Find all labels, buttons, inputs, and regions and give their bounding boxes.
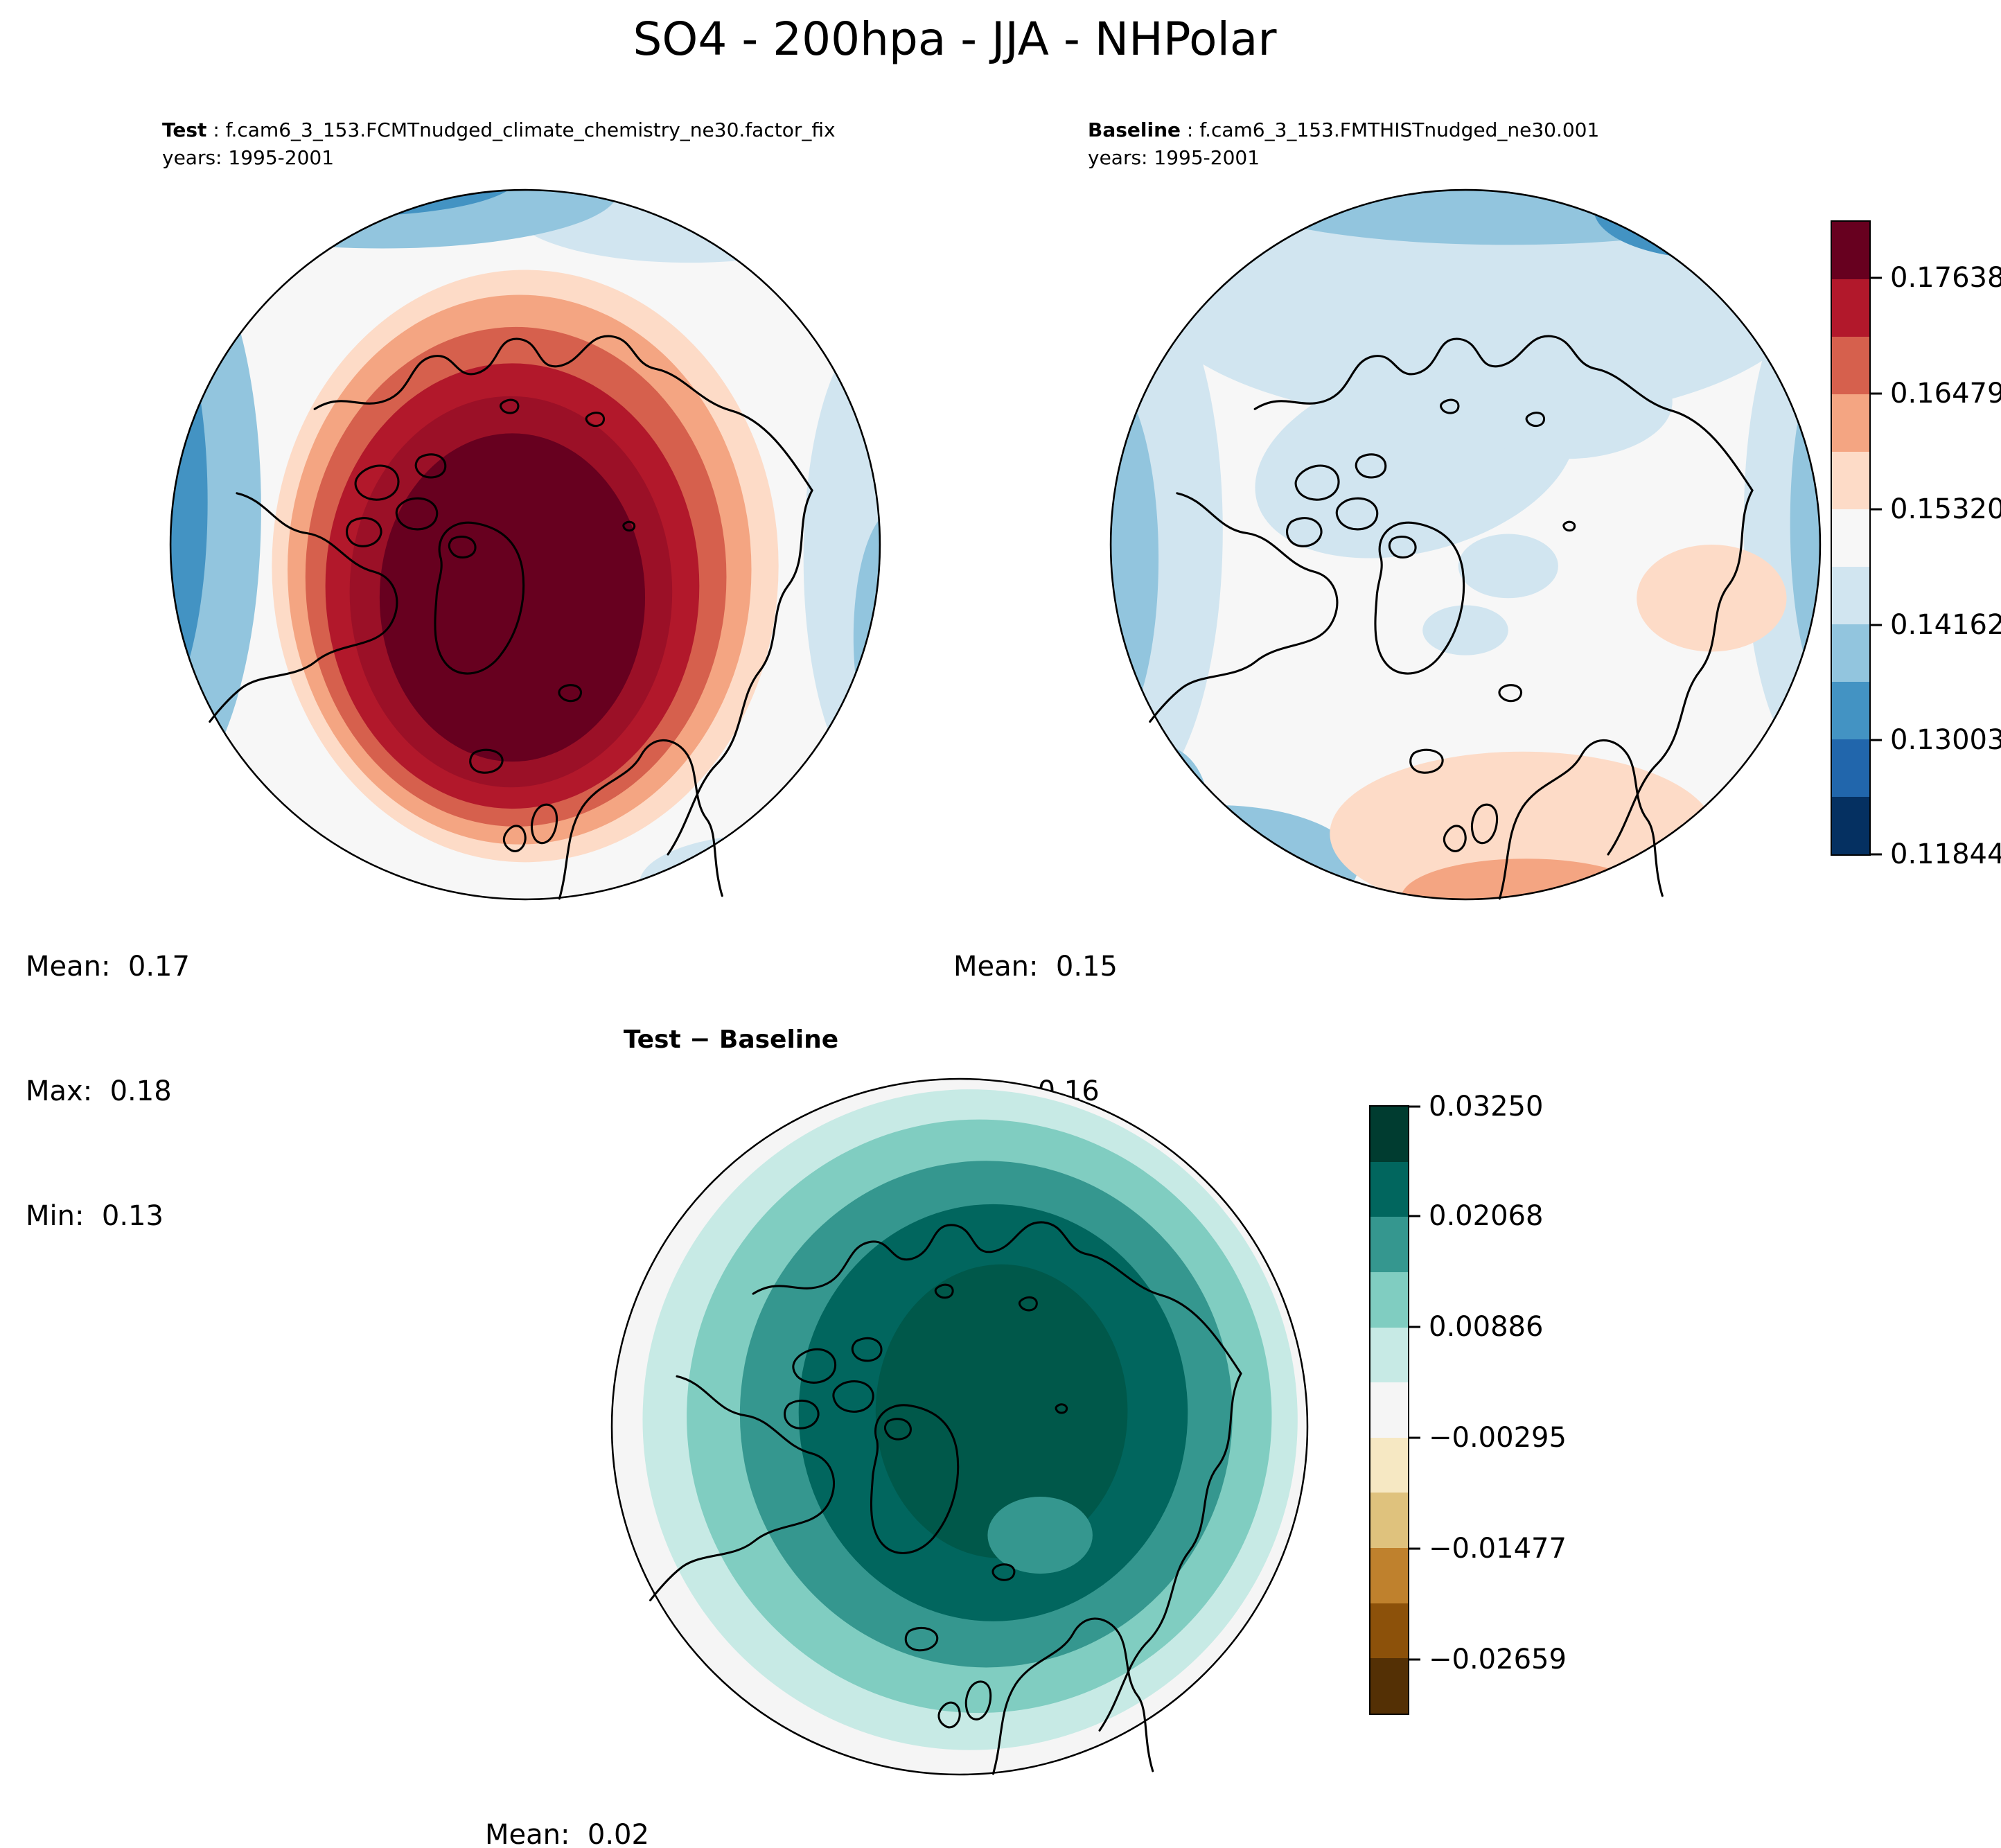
test-panel-header: Test : f.cam6_3_153.FCMTnudged_climate_c… xyxy=(162,116,836,172)
map-boundary xyxy=(610,1077,1309,1776)
colorbar-tick xyxy=(1871,276,1882,279)
colorbar-tick xyxy=(1409,1105,1420,1108)
diff-map xyxy=(610,1077,1309,1776)
baseline-contour-fills xyxy=(1111,190,1820,899)
colorbar-tick-label: 0.11844 xyxy=(1890,838,2001,870)
baseline-panel-header: Baseline : f.cam6_3_153.FMTHISTnudged_ne… xyxy=(1088,116,1599,172)
colorbar-band xyxy=(1832,452,1869,509)
colorbar-band xyxy=(1832,739,1869,797)
diff-panel-title: Test − Baseline xyxy=(623,1026,839,1054)
baseline-run-name: : f.cam6_3_153.FMTHISTnudged_ne30.001 xyxy=(1181,118,1600,141)
colorbar-tick xyxy=(1871,508,1882,511)
colorbar-tick xyxy=(1871,624,1882,626)
map-boundary xyxy=(169,188,881,901)
test-map xyxy=(169,188,881,901)
colorbar-tick-label: −0.00295 xyxy=(1429,1422,1567,1454)
test-stat-min: Min: 0.13 xyxy=(26,1200,164,1232)
colorbar-tick-label: 0.03250 xyxy=(1429,1091,1544,1123)
colorbar-tick-label: 0.16479 xyxy=(1890,378,2001,410)
baseline-run-line: Baseline : f.cam6_3_153.FMTHISTnudged_ne… xyxy=(1088,116,1599,144)
test-stat-mean: Mean: 0.17 xyxy=(26,951,190,983)
colorbar-band xyxy=(1370,1161,1408,1217)
diff-colorbar-gradient xyxy=(1369,1105,1409,1715)
colorbar-band xyxy=(1370,1327,1408,1383)
colorbar-tick-label: 0.17638 xyxy=(1890,262,2001,294)
colorbar-tick xyxy=(1871,739,1882,741)
colorbar-band xyxy=(1370,1658,1408,1714)
colorbar-tick-label: −0.01477 xyxy=(1429,1533,1567,1565)
colorbar-band xyxy=(1832,394,1869,452)
diff-stats: Mean: 0.02 Max: 0.03 Min: -0.00 xyxy=(485,1731,649,1848)
diff-stat-mean: Mean: 0.02 xyxy=(485,1819,649,1848)
colorbar-band xyxy=(1832,279,1869,337)
colorbar-band xyxy=(1832,624,1869,682)
diff-contour-fills xyxy=(612,1079,1307,1775)
map-boundary xyxy=(1109,188,1822,901)
colorbar-tick-label: 0.15320 xyxy=(1890,493,2001,525)
colorbar-band xyxy=(1370,1603,1408,1659)
colorbar-band xyxy=(1370,1437,1408,1493)
colorbar-band xyxy=(1370,1548,1408,1603)
colorbar-band xyxy=(1370,1493,1408,1549)
main-colorbar-gradient xyxy=(1831,220,1871,856)
colorbar-tick xyxy=(1409,1436,1420,1439)
colorbar-band xyxy=(1370,1382,1408,1438)
colorbar-tick-label: 0.00886 xyxy=(1429,1311,1544,1343)
colorbar-tick xyxy=(1409,1215,1420,1217)
test-label: Test xyxy=(162,118,207,141)
colorbar-band xyxy=(1832,509,1869,567)
test-years: years: 1995-2001 xyxy=(162,146,335,169)
colorbar-band xyxy=(1370,1217,1408,1272)
page-title: SO4 - 200hpa - JJA - NHPolar xyxy=(633,12,1277,66)
test-run-name: : f.cam6_3_153.FCMTnudged_climate_chemis… xyxy=(206,118,836,141)
baseline-label: Baseline xyxy=(1088,118,1181,141)
baseline-map xyxy=(1109,188,1822,901)
colorbar-tick xyxy=(1871,853,1882,856)
colorbar-band xyxy=(1370,1271,1408,1328)
colorbar-band xyxy=(1832,337,1869,394)
test-stat-max: Max: 0.18 xyxy=(26,1075,172,1107)
baseline-stat-mean: Mean: 0.15 xyxy=(953,951,1118,983)
colorbar-tick xyxy=(1871,392,1882,395)
colorbar-band xyxy=(1832,567,1869,624)
colorbar-tick xyxy=(1409,1326,1420,1328)
main-colorbar: 0.17638 0.16479 0.15320 0.14162 0.13003 … xyxy=(1831,220,2001,870)
baseline-years: years: 1995-2001 xyxy=(1088,146,1260,169)
colorbar-band xyxy=(1832,797,1869,854)
diff-colorbar: 0.03250 0.02068 0.00886 −0.00295 −0.0147… xyxy=(1369,1091,1567,1715)
colorbar-tick-label: 0.02068 xyxy=(1429,1200,1544,1232)
colorbar-tick-label: 0.13003 xyxy=(1890,724,2001,756)
test-contour-fills xyxy=(170,190,880,899)
colorbar-tick-label: −0.02659 xyxy=(1429,1644,1567,1675)
colorbar-band xyxy=(1832,682,1869,739)
test-stats: Mean: 0.17 Max: 0.18 Min: 0.13 xyxy=(26,863,190,1320)
test-run-line: Test : f.cam6_3_153.FCMTnudged_climate_c… xyxy=(162,116,836,144)
colorbar-band xyxy=(1370,1107,1408,1162)
colorbar-tick-label: 0.14162 xyxy=(1890,609,2001,641)
colorbar-band xyxy=(1832,222,1869,279)
colorbar-tick xyxy=(1409,1547,1420,1550)
colorbar-tick xyxy=(1409,1658,1420,1661)
